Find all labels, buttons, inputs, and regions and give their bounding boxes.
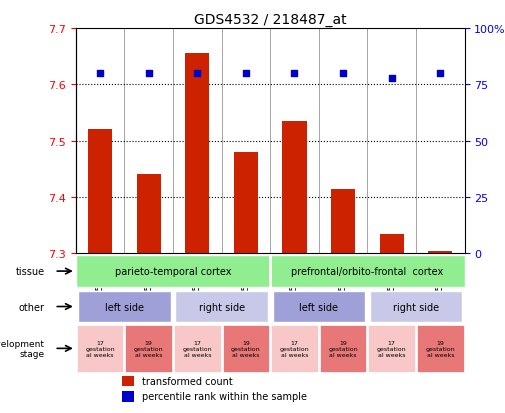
Text: GSM543630: GSM543630 xyxy=(241,254,250,309)
Bar xyxy=(370,291,462,323)
Text: 17
gestation
al weeks: 17 gestation al weeks xyxy=(85,340,115,357)
Point xyxy=(193,71,201,77)
Bar xyxy=(331,189,355,254)
Bar xyxy=(174,325,221,372)
Text: tissue: tissue xyxy=(16,266,44,276)
Text: percentile rank within the sample: percentile rank within the sample xyxy=(142,392,307,401)
Point xyxy=(388,75,396,82)
Point xyxy=(242,71,250,77)
Text: right side: right side xyxy=(198,302,244,312)
Text: 19
gestation
al weeks: 19 gestation al weeks xyxy=(231,340,261,357)
Bar xyxy=(125,325,172,372)
Text: development
stage: development stage xyxy=(0,339,44,358)
Bar xyxy=(417,325,464,372)
Text: 17
gestation
al weeks: 17 gestation al weeks xyxy=(182,340,212,357)
Bar xyxy=(122,391,134,401)
Text: GSM543635: GSM543635 xyxy=(387,254,396,309)
Bar xyxy=(428,251,452,254)
Text: GSM543632: GSM543632 xyxy=(144,254,153,309)
Bar xyxy=(368,325,415,372)
Point xyxy=(144,71,153,77)
Bar xyxy=(380,234,404,254)
Text: GSM543637: GSM543637 xyxy=(290,254,299,309)
Bar xyxy=(271,325,318,372)
Text: right side: right side xyxy=(393,302,439,312)
Bar xyxy=(185,54,210,254)
Title: GDS4532 / 218487_at: GDS4532 / 218487_at xyxy=(194,12,346,26)
Text: 17
gestation
al weeks: 17 gestation al weeks xyxy=(280,340,309,357)
Bar xyxy=(77,325,123,372)
Bar xyxy=(88,130,112,254)
Text: other: other xyxy=(19,302,44,312)
Text: 17
gestation
al weeks: 17 gestation al weeks xyxy=(377,340,407,357)
Bar xyxy=(223,325,269,372)
Text: parieto-temporal cortex: parieto-temporal cortex xyxy=(115,266,231,276)
Text: GSM543633: GSM543633 xyxy=(95,254,105,309)
Text: prefrontal/orbito-frontal  cortex: prefrontal/orbito-frontal cortex xyxy=(291,266,443,276)
Point xyxy=(290,71,298,77)
Text: 19
gestation
al weeks: 19 gestation al weeks xyxy=(134,340,164,357)
Bar xyxy=(78,291,171,323)
Text: GSM543634: GSM543634 xyxy=(436,254,445,309)
Bar xyxy=(76,256,270,287)
Text: GSM543631: GSM543631 xyxy=(193,254,202,309)
Text: GSM543636: GSM543636 xyxy=(338,254,347,309)
Point xyxy=(436,71,444,77)
Text: left side: left side xyxy=(105,302,144,312)
Text: 19
gestation
al weeks: 19 gestation al weeks xyxy=(426,340,455,357)
Bar xyxy=(273,291,365,323)
Bar xyxy=(270,256,465,287)
Point xyxy=(339,71,347,77)
Text: 19
gestation
al weeks: 19 gestation al weeks xyxy=(328,340,358,357)
Text: transformed count: transformed count xyxy=(142,376,233,386)
Bar xyxy=(234,152,258,254)
Bar xyxy=(320,325,367,372)
Bar xyxy=(136,175,161,254)
Bar xyxy=(122,376,134,386)
Bar xyxy=(282,122,307,254)
Bar xyxy=(175,291,268,323)
Text: left side: left side xyxy=(299,302,338,312)
Point xyxy=(96,71,104,77)
